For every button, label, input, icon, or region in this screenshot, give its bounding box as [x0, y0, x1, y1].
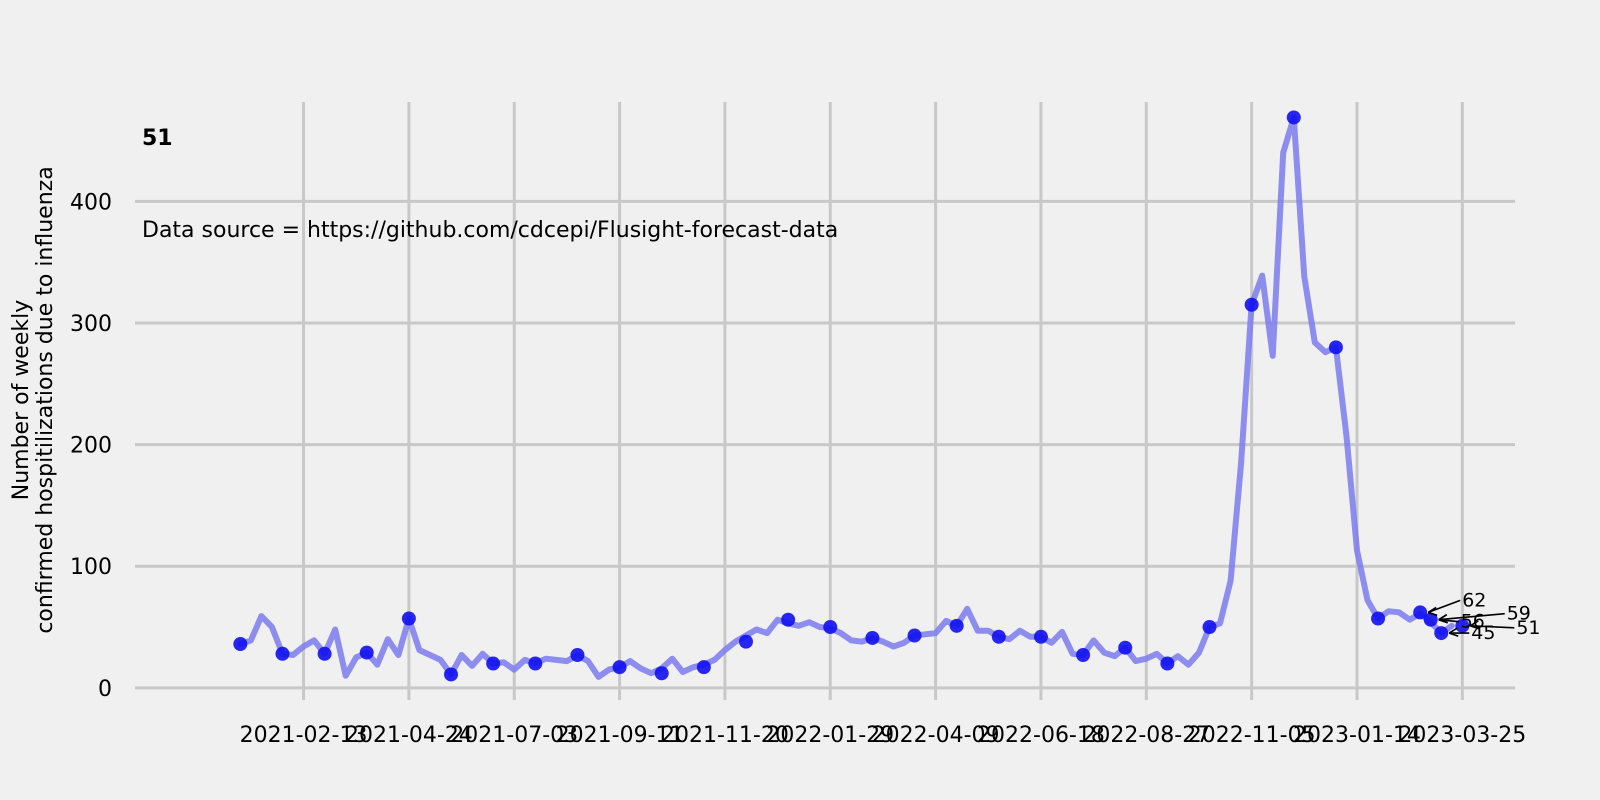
source-label: Data source = https://github.com/cdcepi/… [142, 218, 838, 243]
data-point [1286, 110, 1301, 125]
annotation-arrow [1470, 625, 1515, 629]
annotation-arrowhead [1448, 627, 1459, 637]
y-axis-label-line-2: confirmed hospitilizations due to influe… [33, 166, 58, 633]
x-tick-label: 2022-08-27 [1082, 723, 1210, 748]
annotation-label: 56 [1461, 611, 1485, 633]
data-point [823, 620, 838, 635]
data-point [654, 666, 669, 681]
x-tick-label: 2021-04-24 [345, 723, 473, 748]
data-point [949, 618, 964, 633]
x-tick-label: 2022-04-09 [872, 723, 1000, 748]
y-tick-label: 200 [70, 434, 112, 459]
annotation-arrowhead [1427, 606, 1438, 617]
data-point [1033, 629, 1048, 644]
annotation-arrow [1438, 612, 1505, 621]
x-tick-label: 2021-07-03 [450, 723, 578, 748]
data-point [1423, 612, 1438, 627]
data-point [696, 660, 711, 675]
data-point [1434, 626, 1449, 641]
data-point [865, 630, 880, 645]
data-point [486, 656, 501, 671]
data-point [317, 646, 332, 661]
data-point [359, 645, 374, 660]
data-point [1413, 605, 1428, 620]
x-tick-label: 2022-11-05 [1188, 723, 1316, 748]
y-tick-label: 0 [98, 677, 112, 702]
annotation-label: 59 [1507, 603, 1531, 625]
annotation-arrowhead [1469, 620, 1480, 630]
x-tick-label: 2021-02-13 [240, 723, 368, 748]
y-ticks: 0 100 200 300 400 [70, 190, 112, 701]
data-point [528, 656, 543, 671]
series [237, 114, 1455, 680]
data-point [907, 628, 922, 643]
y-axis-label-line-1: Number of weekly [9, 300, 34, 501]
annotation-label: 45 [1471, 622, 1495, 644]
markers [233, 110, 1470, 682]
data-point [1371, 611, 1386, 626]
annotation-label: 51 [1516, 617, 1540, 639]
y-tick-label: 400 [70, 190, 112, 215]
x-ticks: 2021-02-132021-04-242021-07-032021-09-11… [240, 723, 1527, 748]
data-point [570, 648, 585, 663]
data-point [612, 660, 627, 675]
x-tick-label: 2023-03-25 [1398, 723, 1526, 748]
data-point [401, 611, 416, 626]
y-axis-label: Number of weekly confirmed hospitilizati… [9, 166, 58, 633]
data-point [781, 612, 796, 627]
data-point [444, 667, 459, 682]
data-point [1160, 656, 1175, 671]
data-point [1118, 640, 1133, 655]
data-point [1076, 648, 1091, 663]
x-tick-label: 2022-06-18 [977, 723, 1105, 748]
grid [135, 102, 1515, 700]
annotation-arrowhead [1438, 614, 1448, 624]
annotation-label: 62 [1462, 589, 1486, 611]
y-tick-label: 300 [70, 312, 112, 337]
data-point [1328, 340, 1343, 355]
data-point [275, 646, 290, 661]
data-point [1202, 620, 1217, 635]
series-line [237, 114, 1455, 680]
annotations: 62 59 56 51 45 [1427, 589, 1541, 644]
data-point [738, 634, 753, 649]
x-tick-label: 2023-01-14 [1293, 723, 1421, 748]
data-point [1455, 618, 1470, 633]
annotation-arrow [1427, 599, 1461, 614]
y-tick-label: 100 [70, 555, 112, 580]
x-tick-label: 2022-01-29 [766, 723, 894, 748]
data-point [233, 637, 248, 652]
corner-label: 51 [142, 126, 173, 151]
data-point [1244, 297, 1259, 312]
x-tick-label: 2021-11-20 [661, 723, 789, 748]
x-tick-label: 2021-09-11 [556, 723, 684, 748]
data-point [991, 629, 1006, 644]
